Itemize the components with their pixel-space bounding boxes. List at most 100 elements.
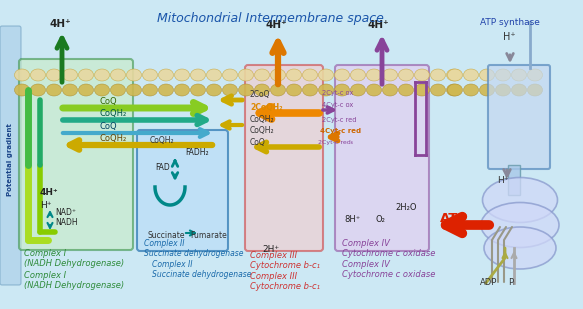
- Text: 8H⁺: 8H⁺: [344, 215, 360, 224]
- Text: CoQH₂: CoQH₂: [250, 115, 275, 124]
- Text: CoQH₂: CoQH₂: [100, 134, 127, 143]
- Text: Complex IV
Cytochrome c oxidase: Complex IV Cytochrome c oxidase: [342, 239, 436, 258]
- Ellipse shape: [350, 84, 366, 96]
- Text: 2Cyt-c red₆: 2Cyt-c red₆: [318, 140, 353, 145]
- Ellipse shape: [271, 84, 286, 96]
- Ellipse shape: [142, 84, 157, 96]
- Text: 4H⁺: 4H⁺: [265, 20, 287, 30]
- Ellipse shape: [47, 69, 61, 81]
- Text: 2CoQH₂: 2CoQH₂: [250, 103, 283, 112]
- Ellipse shape: [448, 84, 462, 96]
- Ellipse shape: [127, 84, 142, 96]
- Ellipse shape: [481, 202, 559, 248]
- FancyBboxPatch shape: [488, 65, 550, 169]
- Ellipse shape: [463, 84, 479, 96]
- Ellipse shape: [47, 84, 61, 96]
- Ellipse shape: [223, 84, 237, 96]
- Ellipse shape: [447, 69, 462, 81]
- Ellipse shape: [206, 84, 222, 96]
- Ellipse shape: [79, 69, 93, 81]
- Ellipse shape: [430, 69, 445, 81]
- Text: 4H⁺: 4H⁺: [49, 19, 71, 29]
- Text: H⁺: H⁺: [497, 176, 508, 185]
- Text: Complex IV
Cytochrome c oxidase: Complex IV Cytochrome c oxidase: [342, 260, 436, 279]
- Ellipse shape: [255, 84, 269, 96]
- Ellipse shape: [496, 69, 511, 81]
- Ellipse shape: [303, 84, 318, 96]
- Text: 2H₂O: 2H₂O: [395, 203, 416, 212]
- Ellipse shape: [479, 69, 494, 81]
- Ellipse shape: [479, 84, 494, 96]
- FancyBboxPatch shape: [19, 59, 133, 250]
- Ellipse shape: [335, 84, 349, 96]
- Text: CoQH₂: CoQH₂: [100, 109, 127, 118]
- Ellipse shape: [382, 69, 398, 81]
- Text: CoQ: CoQ: [100, 122, 118, 131]
- Ellipse shape: [511, 84, 526, 96]
- Text: Complex I
(NADH Dehydrogenase): Complex I (NADH Dehydrogenase): [24, 271, 124, 290]
- Ellipse shape: [496, 84, 511, 96]
- Ellipse shape: [62, 69, 78, 81]
- Ellipse shape: [159, 84, 174, 96]
- Ellipse shape: [350, 69, 366, 81]
- Text: Complex II
Succinate dehydrogenase: Complex II Succinate dehydrogenase: [144, 239, 244, 258]
- Text: Complex III
Cytochrome b-c₁: Complex III Cytochrome b-c₁: [250, 272, 320, 291]
- Text: Complex I
(NADH Dehydrogenase): Complex I (NADH Dehydrogenase): [24, 249, 124, 268]
- Text: Mitochondrial Intermembrane space: Mitochondrial Intermembrane space: [157, 12, 384, 25]
- Text: 2CoQ: 2CoQ: [250, 90, 271, 99]
- Ellipse shape: [447, 84, 462, 96]
- Ellipse shape: [511, 69, 526, 81]
- Ellipse shape: [271, 69, 286, 81]
- FancyBboxPatch shape: [245, 65, 323, 251]
- Ellipse shape: [483, 177, 557, 222]
- Ellipse shape: [127, 69, 142, 81]
- FancyBboxPatch shape: [137, 130, 228, 251]
- Ellipse shape: [255, 69, 269, 81]
- Text: Pᵢ: Pᵢ: [508, 278, 515, 287]
- Text: CoQ: CoQ: [250, 138, 266, 147]
- FancyBboxPatch shape: [335, 65, 429, 251]
- Ellipse shape: [415, 69, 430, 81]
- Ellipse shape: [15, 84, 30, 96]
- Ellipse shape: [399, 84, 413, 96]
- Ellipse shape: [367, 84, 381, 96]
- Text: 2H⁺: 2H⁺: [262, 245, 279, 254]
- Text: ADP: ADP: [480, 278, 497, 287]
- Ellipse shape: [94, 69, 110, 81]
- Ellipse shape: [318, 69, 333, 81]
- Text: CoQH₂: CoQH₂: [150, 136, 175, 145]
- Text: FAD: FAD: [155, 163, 170, 172]
- Text: CoQ: CoQ: [100, 97, 118, 106]
- Ellipse shape: [399, 69, 413, 81]
- Ellipse shape: [30, 69, 45, 81]
- Ellipse shape: [286, 84, 301, 96]
- Text: NADH: NADH: [55, 218, 78, 227]
- Text: FADH₂: FADH₂: [185, 148, 209, 157]
- Text: Complex II
Succinate dehydrogenase: Complex II Succinate dehydrogenase: [152, 260, 251, 279]
- Ellipse shape: [382, 84, 398, 96]
- Text: 2Cyt-c ox: 2Cyt-c ox: [322, 90, 353, 96]
- Text: Complex III
Cytochrome b-c₁: Complex III Cytochrome b-c₁: [250, 251, 320, 270]
- Ellipse shape: [303, 69, 318, 81]
- Ellipse shape: [15, 69, 30, 81]
- Ellipse shape: [159, 69, 174, 81]
- Text: H⁺: H⁺: [40, 201, 51, 210]
- Text: CoQH₂: CoQH₂: [250, 126, 275, 135]
- Text: ATP synthase: ATP synthase: [480, 18, 540, 27]
- Text: NAD⁺: NAD⁺: [55, 208, 76, 217]
- Text: 4H⁺: 4H⁺: [368, 20, 389, 30]
- Ellipse shape: [286, 69, 301, 81]
- Ellipse shape: [111, 69, 125, 81]
- Text: H⁺: H⁺: [503, 32, 515, 42]
- Ellipse shape: [238, 84, 254, 96]
- Ellipse shape: [79, 84, 93, 96]
- Ellipse shape: [142, 69, 157, 81]
- Ellipse shape: [448, 69, 462, 81]
- Ellipse shape: [191, 69, 205, 81]
- Ellipse shape: [206, 69, 222, 81]
- FancyBboxPatch shape: [0, 26, 21, 285]
- Text: 4H⁺: 4H⁺: [40, 188, 59, 197]
- Text: Succinate: Succinate: [148, 231, 185, 240]
- Text: Fumarate: Fumarate: [190, 231, 227, 240]
- Ellipse shape: [238, 69, 254, 81]
